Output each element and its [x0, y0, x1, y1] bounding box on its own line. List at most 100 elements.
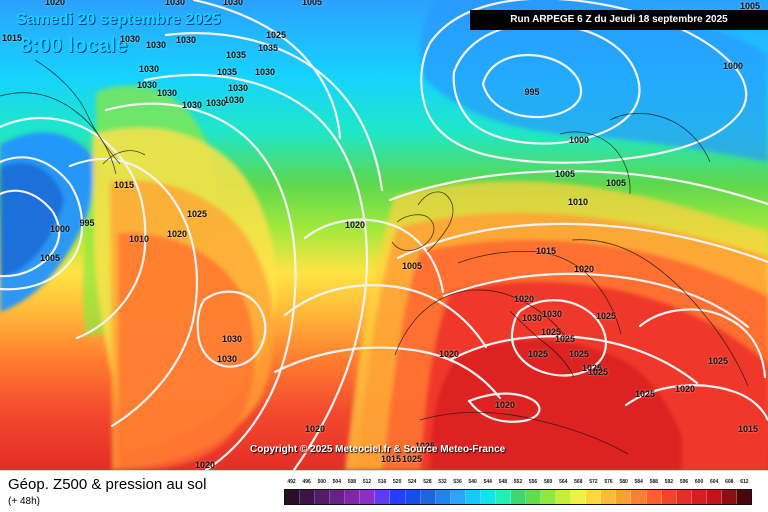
scale-color-cell: [465, 490, 481, 504]
scandinavia-west: [559, 131, 631, 195]
isobar-label: 1015: [535, 246, 557, 256]
isobar-europe-3: [442, 272, 750, 329]
isobar-central-1: [303, 218, 445, 294]
scale-color-cell: [661, 490, 677, 504]
isobar-label: 1030: [181, 100, 203, 110]
scale-color-cell: [721, 490, 737, 504]
isobar-label: 1030: [119, 34, 141, 44]
scale-color-cell: [616, 490, 632, 504]
scale-label: 496: [302, 479, 311, 485]
isobar-label: 1025: [595, 311, 617, 321]
isobar-label: 1015: [113, 180, 135, 190]
isobar-east-1: [638, 308, 767, 379]
legend-title: Géop. Z500 & pression au sol: [8, 476, 207, 493]
scandinavia-east: [609, 113, 711, 163]
scale-color-cell: [526, 490, 542, 504]
isobar-label: 1005: [739, 1, 761, 11]
scale-label: 492: [287, 479, 296, 485]
isobar-label: 1025: [554, 334, 576, 344]
scale-color-cell: [736, 490, 751, 504]
isobar-label: 1025: [265, 30, 287, 40]
isobar-label: 1025: [401, 454, 423, 464]
north-africa-coast: [419, 411, 629, 455]
scale-color-cell: [420, 490, 436, 504]
isobar-ridge-1: [68, 157, 198, 428]
scale-label: 520: [393, 479, 402, 485]
mediterranean-heat-core: [430, 339, 682, 470]
ireland-coast: [391, 214, 435, 252]
scale-label: 504: [332, 479, 341, 485]
isobar-label: 1035: [216, 67, 238, 77]
scale-label: 604: [710, 479, 719, 485]
isobar-label: 1025: [186, 209, 208, 219]
scale-color-cell: [375, 490, 391, 504]
isobar-label: 1030: [227, 83, 249, 93]
isobar-label: 1025: [634, 389, 656, 399]
scale-color-cell: [541, 490, 557, 504]
scale-color-cell: [571, 490, 587, 504]
scale-color-cell: [360, 490, 376, 504]
isobar-label: 1005: [554, 169, 576, 179]
isobar-label: 1020: [573, 264, 595, 274]
isobar-ridge-4: [164, 32, 384, 192]
isobar-europe-4: [448, 335, 699, 385]
scale-label: 600: [694, 479, 704, 485]
scale-label: 528: [423, 479, 432, 485]
isobar-label: 1030: [216, 354, 238, 364]
scale-color-cell: [315, 490, 331, 504]
scale-color-cell: [601, 490, 617, 504]
isobar-label: 1015: [1, 33, 23, 43]
scale-color-cell: [345, 490, 361, 504]
scale-color-cell: [495, 490, 511, 504]
map-canvas: [0, 0, 768, 470]
color-scale-bar: [284, 489, 752, 505]
isobar-label: 995: [79, 218, 95, 228]
isobar-label: 1030: [222, 0, 244, 7]
isobar-label: 1030: [145, 40, 167, 50]
scale-color-cell: [390, 490, 406, 504]
isobar-label: 1030: [223, 95, 245, 105]
coastlines: [0, 59, 749, 455]
isobar-label: 1020: [344, 220, 366, 230]
isobar-europe-2: [396, 222, 768, 264]
scale-label: 584: [634, 479, 643, 485]
isobar-label: 1005: [605, 178, 627, 188]
scale-label: 536: [453, 479, 462, 485]
isobar-label: 1030: [205, 98, 227, 108]
isobar-label: 1020: [494, 400, 516, 410]
isobar-label: 1020: [44, 0, 66, 7]
isobar-low-center-3: [420, 0, 748, 164]
greenland-coast-south: [34, 59, 121, 165]
isobar-label: 1015: [380, 454, 402, 464]
scale-color-cell: [676, 490, 692, 504]
scale-label: 524: [408, 479, 417, 485]
scale-color-cell: [631, 490, 647, 504]
north-atlantic-blue: [420, 0, 768, 162]
scale-label: 516: [377, 479, 387, 485]
greenland-coast-west: [0, 92, 117, 175]
isobar-label: 1025: [587, 367, 609, 377]
scale-label: 596: [679, 479, 689, 485]
scale-label: 612: [740, 479, 749, 485]
isobar-label: 1020: [513, 294, 535, 304]
isobar-label: 1030: [136, 80, 158, 90]
isobar-label: 1030: [138, 64, 160, 74]
scale-label: 500: [317, 479, 326, 485]
scale-color-cell: [586, 490, 602, 504]
isobar-west-2: [0, 156, 84, 291]
copyright-text: Copyright © 2025 Meteociel.fr & Source M…: [250, 444, 506, 455]
color-scale-labels: 492 496 500 504 508 512 516 520 524 528 532 536 540 5…: [284, 479, 752, 489]
isobar-label: 1030: [521, 313, 543, 323]
isobar-central-3: [273, 346, 502, 400]
scale-color-cell: [556, 490, 572, 504]
scale-label: 572: [589, 479, 598, 485]
isobar-label: 1010: [567, 197, 589, 207]
legend-subtitle: (+ 48h): [8, 496, 40, 507]
scale-color-cell: [450, 490, 466, 504]
isobar-label: 1005: [301, 0, 323, 7]
scale-label: 592: [664, 479, 674, 485]
italy-boot: [509, 310, 575, 378]
isobar-label: 1030: [541, 309, 563, 319]
britain-coast: [417, 191, 454, 253]
